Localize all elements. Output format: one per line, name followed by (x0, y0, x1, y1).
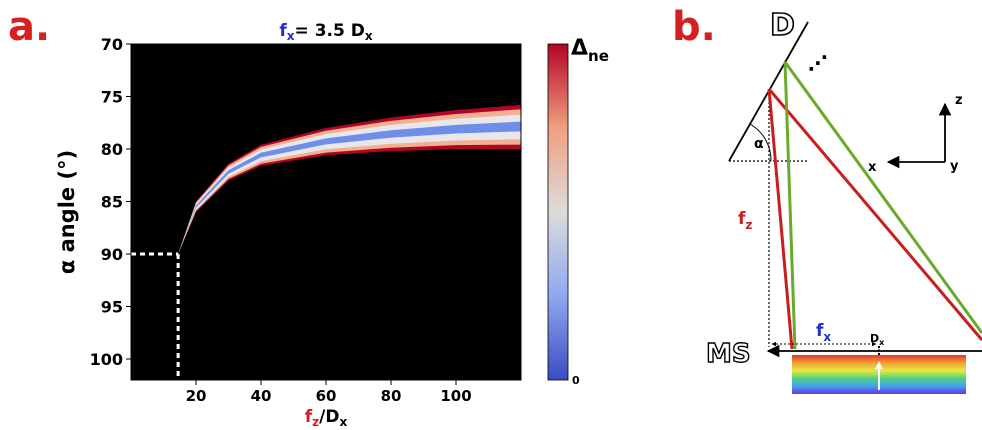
y-axis-letter: y (950, 159, 959, 174)
ms-label: MS (706, 339, 751, 369)
ray-red-long (767, 88, 982, 341)
y-tick-label: 95 (101, 298, 123, 317)
ray-green-short (783, 61, 797, 350)
xlabel-fz: f (305, 407, 313, 427)
colorbar-min-label: 0 (572, 374, 580, 387)
y-tick-label: 70 (101, 35, 123, 54)
x-axis-letter: x (868, 160, 877, 175)
alpha-arc (749, 123, 772, 162)
z-axis-label: z (955, 93, 963, 108)
y-tick-label: 85 (101, 193, 123, 212)
x-tick-label: 20 (186, 387, 207, 405)
y-tick-label: 100 (90, 350, 123, 369)
title-rest: = 3.5 D (295, 21, 365, 41)
heatmap-title: fx= 3.5 Dx (279, 21, 372, 43)
y-tick-label: 90 (101, 245, 123, 264)
colorbar-sub: ne (588, 47, 609, 65)
ray-red-short (767, 88, 794, 350)
x-tick-label: 80 (381, 387, 402, 405)
y-axis-label: α angle (°) (55, 150, 79, 274)
ray-green-long (783, 61, 982, 334)
x-axis-ticks: 20 40 60 80 100 (186, 380, 472, 405)
heatmap-plot-area (131, 44, 521, 380)
x-axis-label: fz/Dx (305, 407, 348, 429)
fx-main: f (816, 321, 824, 341)
dx-label: Dx (870, 332, 885, 347)
x-tick-label: 100 (440, 387, 471, 405)
y-tick-label: 80 (101, 140, 123, 159)
xlabel-fz-sub: z (312, 415, 319, 429)
fz-label: fz (738, 209, 752, 232)
fz-sub: z (745, 218, 752, 232)
x-tick-label: 60 (316, 387, 337, 405)
heatmap-band-group (153, 104, 521, 370)
colorbar-label: Δne (571, 36, 609, 65)
continuation-dots: ⋰ (808, 51, 828, 75)
grating-label: D (770, 8, 795, 43)
fz-main: f (738, 209, 746, 229)
panel-b-letter: b. (672, 4, 716, 50)
xlabel-rest: /D (319, 407, 339, 427)
dx-main: D (870, 332, 879, 345)
fx-label: fx (816, 321, 831, 344)
panel-a-letter: a. (8, 4, 50, 50)
y-tick-label: 75 (101, 88, 123, 107)
dx-sub: x (879, 338, 885, 347)
colorbar (547, 43, 569, 381)
x-tick-label: 40 (251, 387, 272, 405)
fx-sub: x (823, 330, 831, 344)
colorbar-delta: Δ (571, 36, 588, 61)
y-axis-ticks: 70 75 80 85 90 95 100 (90, 35, 131, 369)
xlabel-rest-sub: x (339, 415, 347, 429)
alpha-label: α (754, 136, 764, 152)
title-rest-sub: x (365, 29, 373, 43)
title-fx: f (279, 21, 287, 41)
title-fx-sub: x (287, 29, 295, 43)
heatmap-band-outer (153, 104, 521, 370)
